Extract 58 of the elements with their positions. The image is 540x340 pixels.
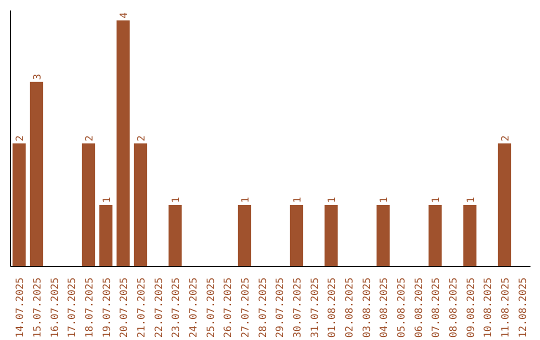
x-tick-label: 29.07.2025 xyxy=(275,277,286,338)
data-label: 1 xyxy=(431,196,442,203)
data-label: 2 xyxy=(136,135,148,142)
bar xyxy=(290,204,304,266)
data-label: 3 xyxy=(32,74,44,80)
x-tick-label: 03.08.2025 xyxy=(362,277,373,338)
bar xyxy=(428,204,442,266)
bar xyxy=(12,143,26,266)
x-tick-label: 02.08.2025 xyxy=(344,277,356,338)
x-tick-label: 22.07.2025 xyxy=(154,277,165,338)
bar xyxy=(498,143,512,266)
x-tick-label: 24.07.2025 xyxy=(188,277,200,338)
x-tick-label: 28.07.2025 xyxy=(258,277,269,338)
data-label: 1 xyxy=(466,196,477,203)
bar xyxy=(134,143,148,266)
bar xyxy=(116,20,130,266)
x-tick-label: 14.07.2025 xyxy=(15,277,26,338)
x-tick-label: 30.07.2025 xyxy=(292,277,304,338)
x-tick-label: 12.08.2025 xyxy=(518,277,529,338)
x-tick-label: 26.07.2025 xyxy=(223,277,234,338)
bar xyxy=(324,204,338,266)
x-tick-label: 04.08.2025 xyxy=(379,277,390,338)
bar xyxy=(30,82,44,266)
x-tick-label: 01.08.2025 xyxy=(327,277,338,338)
bar xyxy=(463,204,476,266)
data-label: 1 xyxy=(327,196,338,203)
data-label: 1 xyxy=(240,196,252,203)
x-tick-label: 21.07.2025 xyxy=(136,277,148,338)
bar xyxy=(99,204,112,266)
x-tick-label: 31.07.2025 xyxy=(310,277,321,338)
x-tick-label: 25.07.2025 xyxy=(206,277,217,338)
x-tick-label: 11.08.2025 xyxy=(500,277,512,338)
data-label: 2 xyxy=(15,135,26,142)
x-tick-label: 27.07.2025 xyxy=(240,277,252,338)
x-tick-label: 05.08.2025 xyxy=(396,277,408,338)
x-tick-label: 17.07.2025 xyxy=(67,277,78,338)
data-label: 1 xyxy=(379,196,390,203)
bar xyxy=(376,204,390,266)
x-tick-label: 06.08.2025 xyxy=(414,277,425,338)
data-label: 1 xyxy=(171,196,182,203)
x-tick-label: 16.07.2025 xyxy=(50,277,61,338)
x-tick-label: 18.07.2025 xyxy=(84,277,96,338)
x-tick-label: 23.07.2025 xyxy=(171,277,182,338)
x-tick-label: 19.07.2025 xyxy=(102,277,113,338)
bar xyxy=(82,143,96,266)
x-tick-label: 09.08.2025 xyxy=(466,277,477,338)
data-label: 2 xyxy=(500,135,512,142)
data-label: 2 xyxy=(84,135,96,142)
x-tick-label: 15.07.2025 xyxy=(32,277,44,338)
x-tick-label: 10.08.2025 xyxy=(483,277,494,338)
x-tick-label: 07.08.2025 xyxy=(431,277,442,338)
x-tick-label: 08.08.2025 xyxy=(448,277,460,338)
x-tick-label: 20.07.2025 xyxy=(119,277,130,338)
data-label: 4 xyxy=(119,12,130,18)
data-label: 1 xyxy=(292,196,304,203)
data-label: 1 xyxy=(102,196,113,203)
bar xyxy=(238,204,252,266)
bar xyxy=(168,204,182,266)
